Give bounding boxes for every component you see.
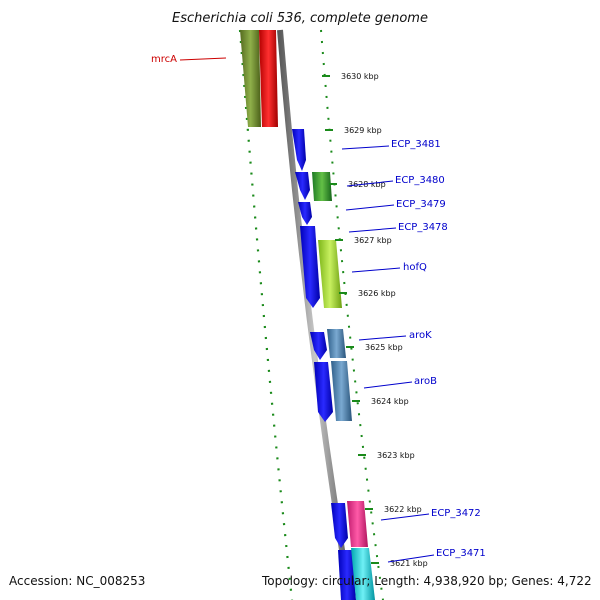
gene-label-leader-line [380, 513, 430, 521]
gene-label-leader-line [179, 57, 227, 61]
gene-label-leader-line [363, 381, 413, 389]
scale-tick-label: 3628 kbp [348, 180, 386, 189]
scale-tick-label: 3625 kbp [365, 343, 403, 352]
cds-ECP_3481 [292, 129, 306, 171]
cds-pink-3472 [347, 501, 368, 547]
cds-hofQ [318, 240, 342, 308]
cds-blue-arob [314, 362, 333, 422]
gene-label[interactable]: ECP_3471 [436, 548, 486, 559]
gene-label-leader-line [348, 227, 397, 233]
scale-tick-label: 3629 kbp [344, 126, 382, 135]
cds-blue-b [298, 202, 312, 225]
cds-cyan-3471 [351, 548, 375, 600]
gene-label[interactable]: aroB [414, 376, 437, 387]
cds-aroK [327, 329, 346, 358]
cds-blue-3471 [338, 550, 356, 600]
gene-label[interactable]: mrcA [151, 54, 177, 65]
gene-label[interactable]: hofQ [403, 262, 427, 273]
scale-tick-label: 3623 kbp [377, 451, 415, 460]
cds-aroB [331, 361, 352, 421]
gene-label-leader-line [345, 204, 395, 211]
scale-tick-label: 3622 kbp [384, 505, 422, 514]
cds-blue-long [300, 226, 320, 308]
gene-label-leader-line [387, 554, 435, 563]
scale-ticks: 3630 kbp 3629 kbp 3628 kbp 3627 kbp 3626 kbp… [322, 72, 428, 568]
genome-summary-text: Topology: circular; Length: 4,938,920 bp… [262, 574, 592, 588]
scale-tick-label: 3630 kbp [341, 72, 379, 81]
scale-tick-label: 3624 kbp [371, 397, 409, 406]
gene-label[interactable]: ECP_3481 [391, 139, 441, 150]
scale-tick-label: 3626 kbp [358, 289, 396, 298]
cds-blue-a [295, 172, 310, 200]
cds-green-3480 [312, 172, 332, 201]
scale-tick-label: 3621 kbp [390, 559, 428, 568]
gene-label[interactable]: ECP_3478 [398, 222, 448, 233]
gene-label-leader-line [358, 335, 407, 341]
gene-label-leader-line [351, 267, 401, 273]
gene-label[interactable]: ECP_3480 [395, 175, 445, 186]
gene-label[interactable]: ECP_3479 [396, 199, 446, 210]
gene-label[interactable]: ECP_3472 [431, 508, 481, 519]
cds-mrcA [259, 30, 278, 127]
scale-tick-label: 3627 kbp [354, 236, 392, 245]
gene-label-leader-line [341, 145, 390, 150]
map-title: Escherichia coli 536, complete genome [172, 11, 428, 26]
gene-labels: mrcA ECP_3481 ECP_3480 ECP_3479 ECP_3478 hofQ… [151, 54, 486, 563]
gene-label[interactable]: aroK [409, 330, 432, 341]
cds-olive-top [240, 30, 261, 127]
accession-text: Accession: NC_008253 [9, 574, 146, 588]
cds-blue-3472 [331, 503, 348, 548]
cds-blue-arok [310, 332, 327, 360]
gene-label-leader-line [346, 180, 394, 187]
